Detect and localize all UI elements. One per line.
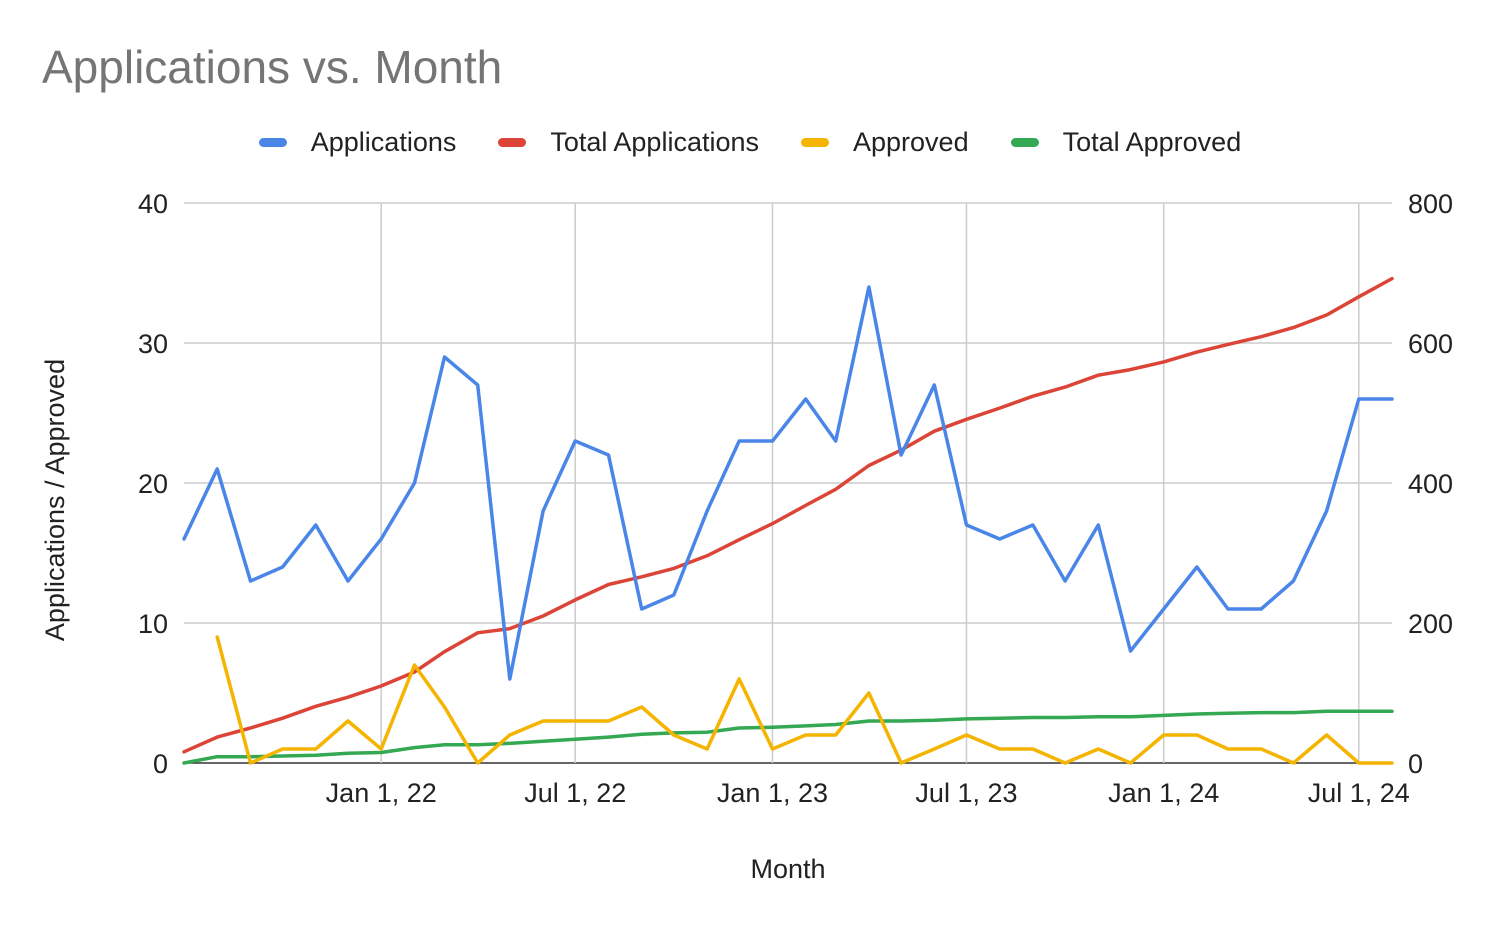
y-tick-label: 0 bbox=[153, 749, 168, 779]
legend-label: Total Applications bbox=[550, 126, 759, 157]
legend-item-applications[interactable]: Applications bbox=[258, 126, 457, 158]
legend-item-approved[interactable]: Approved bbox=[801, 127, 969, 158]
y2-tick-label: 0 bbox=[1408, 749, 1423, 779]
series-line-applications bbox=[182, 285, 1394, 681]
x-tick-label: Jul 1, 24 bbox=[1308, 778, 1410, 808]
series-line-approved bbox=[215, 635, 1394, 765]
x-tick-label: Jan 1, 22 bbox=[326, 778, 437, 808]
x-tick-label: Jul 1, 23 bbox=[915, 778, 1017, 808]
legend-label: Total Approved bbox=[1062, 126, 1242, 157]
chart-title: Applications vs. Month bbox=[42, 41, 503, 93]
legend-item-total-approved[interactable]: Total Approved bbox=[1010, 126, 1242, 158]
chart-legend: Applications Total Applications Approved To… bbox=[0, 122, 1500, 162]
y-tick-label: 10 bbox=[138, 609, 168, 639]
legend-swatch bbox=[258, 137, 287, 147]
legend-swatch bbox=[1010, 137, 1039, 147]
x-tick-label: Jul 1, 22 bbox=[524, 778, 626, 808]
series-line-total-approved bbox=[182, 709, 1394, 765]
y-tick-label: 20 bbox=[138, 469, 168, 499]
series-line-total-applications bbox=[182, 276, 1394, 754]
y-axis-label: Applications / Approved bbox=[40, 359, 70, 641]
legend-label: Applications bbox=[310, 126, 457, 157]
x-axis-label: Month bbox=[750, 854, 825, 884]
y2-tick-label: 600 bbox=[1408, 329, 1453, 359]
legend-item-total-applications[interactable]: Total Applications bbox=[498, 127, 759, 158]
legend-swatch bbox=[801, 137, 829, 147]
legend-label: Approved bbox=[853, 126, 969, 157]
y2-tick-label: 200 bbox=[1408, 609, 1453, 639]
x-tick-label: Jan 1, 24 bbox=[1108, 778, 1219, 808]
y2-tick-label: 800 bbox=[1408, 189, 1453, 219]
legend-swatch bbox=[498, 137, 527, 147]
x-tick-label: Jan 1, 23 bbox=[717, 778, 828, 808]
y-tick-label: 30 bbox=[138, 329, 168, 359]
y2-tick-label: 400 bbox=[1408, 469, 1453, 499]
y-tick-label: 40 bbox=[138, 189, 168, 219]
